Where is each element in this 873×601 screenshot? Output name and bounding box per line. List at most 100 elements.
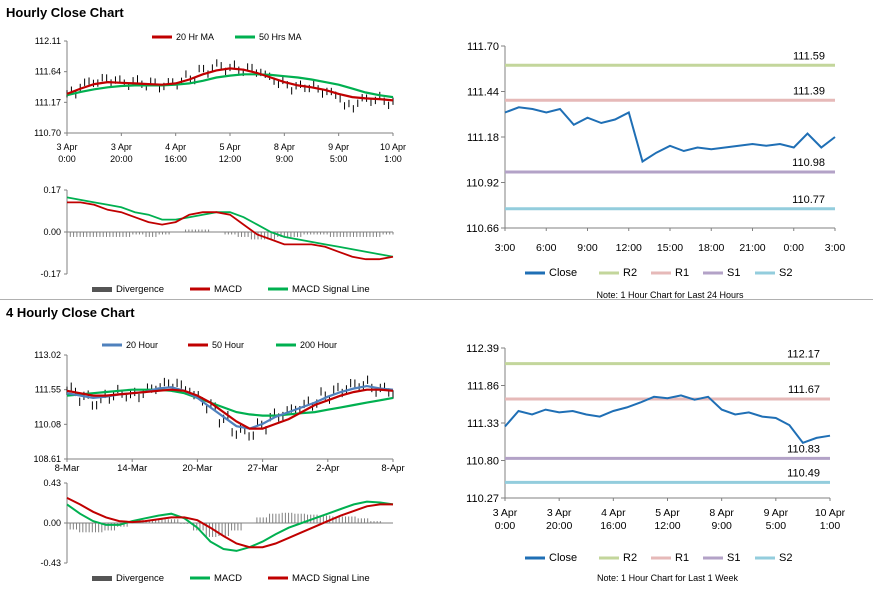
x-tick-label: 5:00 — [766, 520, 787, 532]
x-tick-label: 0:00 — [58, 154, 76, 164]
legend-label: Close — [549, 552, 577, 564]
ma-20-line — [66, 67, 394, 102]
x-tick-label: 4 Apr — [165, 142, 186, 152]
y-tick-label: 0.00 — [43, 227, 61, 237]
legend-label: S1 — [727, 267, 740, 279]
y-tick-label: 110.70 — [34, 128, 61, 138]
legend-label: R1 — [675, 552, 689, 564]
level-label-s1: 110.83 — [787, 443, 820, 455]
x-tick-label: 12:00 — [616, 242, 642, 254]
level-label-r1: 111.39 — [793, 85, 825, 97]
section-divider — [0, 299, 873, 300]
y-tick-label: 111.33 — [467, 418, 499, 430]
x-tick-label: 16:00 — [600, 520, 626, 532]
x-tick-label: 3 Apr — [547, 507, 572, 519]
legend-label: R2 — [623, 552, 637, 564]
x-tick-label: 20-Mar — [182, 463, 212, 474]
y-tick-label: 111.70 — [467, 41, 499, 53]
y-tick-label: 112.11 — [35, 36, 61, 46]
x-tick-label: 9:00 — [711, 520, 732, 532]
section-title-4-hourly: 4 Hourly Close Chart — [6, 305, 135, 320]
legend-swatch — [92, 576, 112, 581]
legend-label: 20 Hr MA — [176, 32, 214, 42]
x-tick-label: 10 Apr — [380, 142, 406, 152]
y-tick-label: 111.64 — [35, 67, 61, 77]
x-tick-label: 0:00 — [495, 520, 516, 532]
legend-label: 50 Hrs MA — [259, 32, 302, 42]
y-tick-label: 0.00 — [43, 518, 61, 528]
x-tick-label: 15:00 — [657, 242, 683, 254]
legend-label: MACD — [214, 573, 242, 584]
x-tick-label: 21:00 — [739, 242, 765, 254]
y-tick-label: 111.18 — [467, 132, 499, 144]
y-tick-label: 0.17 — [43, 185, 61, 195]
level-label-r1: 111.67 — [788, 384, 820, 396]
legend-label: 50 Hour — [212, 340, 244, 350]
x-tick-label: 9:00 — [276, 154, 294, 164]
level-label-r2: 112.17 — [787, 349, 820, 361]
y-tick-label: 110.08 — [34, 419, 61, 429]
x-tick-label: 6:00 — [536, 242, 557, 254]
level-label-s1: 110.98 — [792, 157, 825, 169]
x-tick-label: 3:00 — [825, 242, 846, 254]
y-tick-label: 111.86 — [467, 381, 499, 393]
macd-line — [67, 201, 394, 261]
x-tick-label: 0:00 — [784, 242, 805, 254]
y-tick-label: 111.17 — [35, 97, 61, 107]
y-tick-label: 111.55 — [35, 385, 61, 395]
x-tick-label: 20:00 — [110, 154, 133, 164]
x-tick-label: 1:00 — [384, 154, 402, 164]
y-tick-label: 110.92 — [466, 178, 499, 190]
x-tick-label: 12:00 — [219, 154, 242, 164]
y-tick-label: 112.39 — [466, 343, 499, 355]
y-tick-label: 110.80 — [466, 456, 499, 468]
legend-label: R1 — [675, 267, 689, 279]
macd-signal-line — [66, 497, 393, 549]
x-tick-label: 14-Mar — [117, 463, 147, 474]
y-tick-label: 111.44 — [467, 87, 499, 99]
legend-label: MACD — [214, 284, 242, 295]
x-tick-label: 18:00 — [698, 242, 724, 254]
y-tick-label: 0.43 — [43, 478, 61, 488]
x-tick-label: 9 Apr — [328, 142, 349, 152]
chart-note: Note: 1 Hour Chart for Last 1 Week — [597, 573, 738, 583]
legend-label: 20 Hour — [126, 340, 158, 350]
x-tick-label: 8-Apr — [381, 463, 404, 474]
y-tick-label: 110.66 — [466, 223, 499, 235]
y-tick-label: 110.27 — [466, 493, 499, 505]
section-title-hourly: Hourly Close Chart — [6, 5, 124, 20]
x-tick-label: 20:00 — [546, 520, 572, 532]
close-line — [504, 394, 831, 444]
x-tick-label: 12:00 — [654, 520, 680, 532]
x-tick-label: 8 Apr — [274, 142, 295, 152]
x-tick-label: 5:00 — [330, 154, 348, 164]
macd-line — [66, 500, 394, 552]
legend-label: S2 — [779, 552, 792, 564]
x-tick-label: 27-Mar — [248, 463, 278, 474]
x-tick-label: 2-Apr — [316, 463, 339, 474]
legend-label: Divergence — [116, 284, 164, 295]
legend-label: MACD Signal Line — [292, 573, 370, 584]
x-tick-label: 5 Apr — [219, 142, 240, 152]
legend-label: Close — [549, 267, 577, 279]
ma-50-line — [66, 388, 394, 430]
level-label-s2: 110.49 — [787, 467, 820, 479]
legend-label: Divergence — [116, 573, 164, 584]
close-line — [504, 106, 836, 164]
y-tick-label: 108.61 — [33, 454, 61, 464]
x-tick-label: 16:00 — [164, 154, 187, 164]
x-tick-label: 9 Apr — [764, 507, 789, 519]
x-tick-label: 8 Apr — [709, 507, 734, 519]
ma-200-line — [66, 388, 394, 417]
macd-signal-line — [66, 196, 394, 258]
x-tick-label: 4 Apr — [601, 507, 626, 519]
x-tick-label: 3 Apr — [111, 142, 132, 152]
ma-50-line — [66, 73, 394, 99]
legend-label: S1 — [727, 552, 740, 564]
chart-note: Note: 1 Hour Chart for Last 24 Hours — [596, 290, 744, 300]
y-tick-label: -0.17 — [40, 269, 61, 279]
x-tick-label: 10 Apr — [815, 507, 846, 519]
legend-swatch — [92, 287, 112, 292]
level-label-r2: 111.59 — [793, 50, 825, 62]
